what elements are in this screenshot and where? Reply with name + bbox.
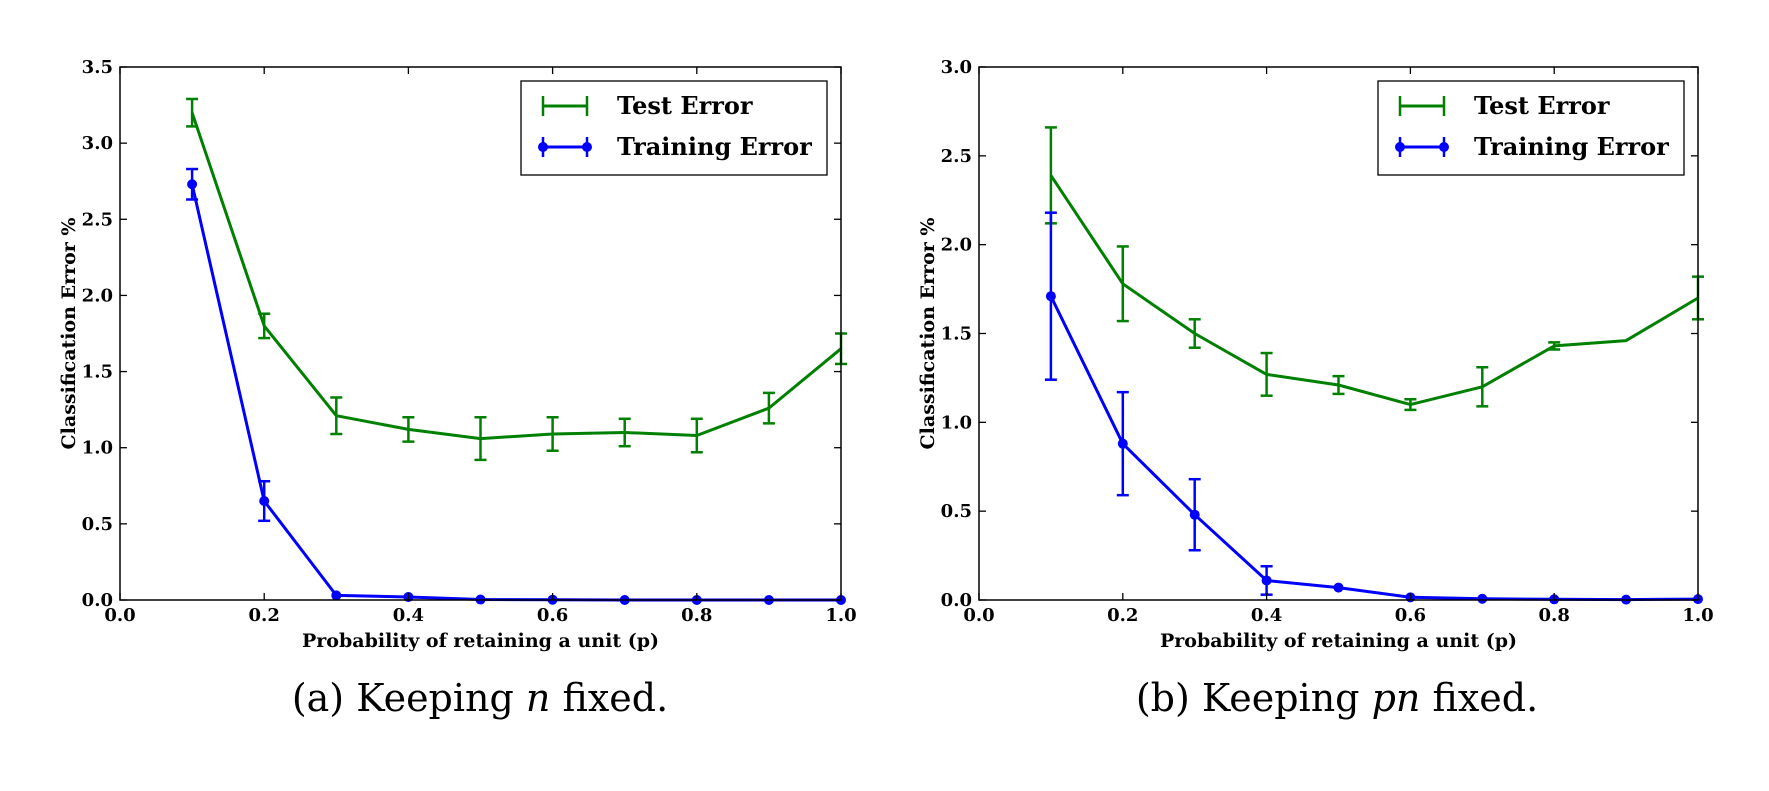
series-training-error: [1044, 211, 1703, 605]
y-tick-label: 2.5: [82, 209, 113, 230]
y-tick-label: 0.0: [941, 590, 972, 611]
data-point: [1117, 438, 1128, 449]
x-axis-label: Probability of retaining a unit (p): [1160, 630, 1517, 652]
legend-marker: [1439, 142, 1449, 152]
caption-variable: pn: [1372, 676, 1421, 720]
y-tick-label: 3.5: [82, 57, 113, 78]
series-training-error: [186, 167, 846, 605]
x-tick-label: 0.8: [681, 605, 712, 626]
chart-panel-a: 0.0 0.2 0.4 0.6 0.8 1.0 0.0 0.5 1.0 1.5 2.0 2.5 3.0 3…: [58, 57, 857, 720]
caption-prefix: (a) Keeping: [292, 676, 526, 720]
legend: Test Error Training Error: [1377, 80, 1685, 176]
y-tick-label: 0.5: [941, 501, 972, 522]
panel-caption: (b) Keeping pn fixed.: [1136, 676, 1538, 720]
y-tick-label: 0.5: [82, 514, 113, 535]
x-tick-label: 0.0: [963, 605, 994, 626]
y-tick-label: 1.0: [82, 438, 113, 459]
panel-caption: (a) Keeping n fixed.: [292, 676, 668, 720]
y-tick-label: 1.5: [82, 362, 113, 383]
plot-frame: [119, 66, 842, 601]
x-tick-label: 0.4: [393, 605, 424, 626]
data-point: [1333, 582, 1344, 593]
legend-label: Training Error: [1474, 132, 1669, 161]
y-axis-label: Classification Error %: [917, 218, 939, 450]
y-tick-label: 1.5: [941, 324, 972, 345]
series-line: [1049, 174, 1699, 407]
x-tick-label: 1.0: [825, 605, 856, 626]
x-tick-label: 1.0: [1682, 605, 1713, 626]
data-point: [331, 590, 342, 601]
legend-box: [520, 80, 828, 176]
y-tick-label: 2.5: [941, 146, 972, 167]
caption-suffix: fixed.: [550, 676, 668, 720]
series-line: [190, 112, 842, 441]
y-tick-label: 2.0: [941, 235, 972, 256]
series-line: [190, 183, 841, 602]
data-point: [1189, 509, 1200, 520]
y-tick-label: 2.0: [82, 285, 113, 306]
caption-variable: n: [526, 676, 550, 720]
caption-suffix: fixed.: [1420, 676, 1538, 720]
x-tick-label: 0.2: [249, 605, 280, 626]
x-tick-label: 0.0: [104, 605, 135, 626]
x-tick-label: 0.6: [537, 605, 568, 626]
x-tick-label: 0.6: [1395, 605, 1426, 626]
data-point: [1477, 593, 1488, 604]
data-point: [187, 179, 198, 190]
y-tick-label: 3.0: [941, 57, 972, 78]
legend-label: Test Error: [617, 91, 753, 120]
data-point: [1045, 291, 1056, 302]
y-tick-label: 1.0: [941, 412, 972, 433]
legend-label: Test Error: [1474, 91, 1610, 120]
legend-marker: [1395, 142, 1405, 152]
legend-marker: [582, 142, 592, 152]
x-tick-label: 0.8: [1539, 605, 1570, 626]
x-axis-label: Probability of retaining a unit (p): [302, 630, 659, 652]
data-point: [1261, 575, 1272, 586]
x-tick-label: 0.4: [1251, 605, 1282, 626]
x-tick-label: 0.2: [1107, 605, 1138, 626]
y-tick-label: 3.0: [82, 133, 113, 154]
legend-marker: [538, 142, 548, 152]
series-test-error: [186, 97, 847, 462]
chart-panel-b: 0.0 0.2 0.4 0.6 0.8 1.0 0.0 0.5 1.0 1.5 2.0 2.5 3.0 P…: [917, 57, 1714, 720]
legend-box: [1377, 80, 1685, 176]
y-tick-label: 0.0: [82, 590, 113, 611]
y-axis-label: Classification Error %: [58, 218, 80, 450]
legend-label: Training Error: [617, 132, 812, 161]
caption-prefix: (b) Keeping: [1136, 676, 1372, 720]
data-point: [259, 496, 270, 507]
legend: Test Error Training Error: [520, 80, 828, 176]
